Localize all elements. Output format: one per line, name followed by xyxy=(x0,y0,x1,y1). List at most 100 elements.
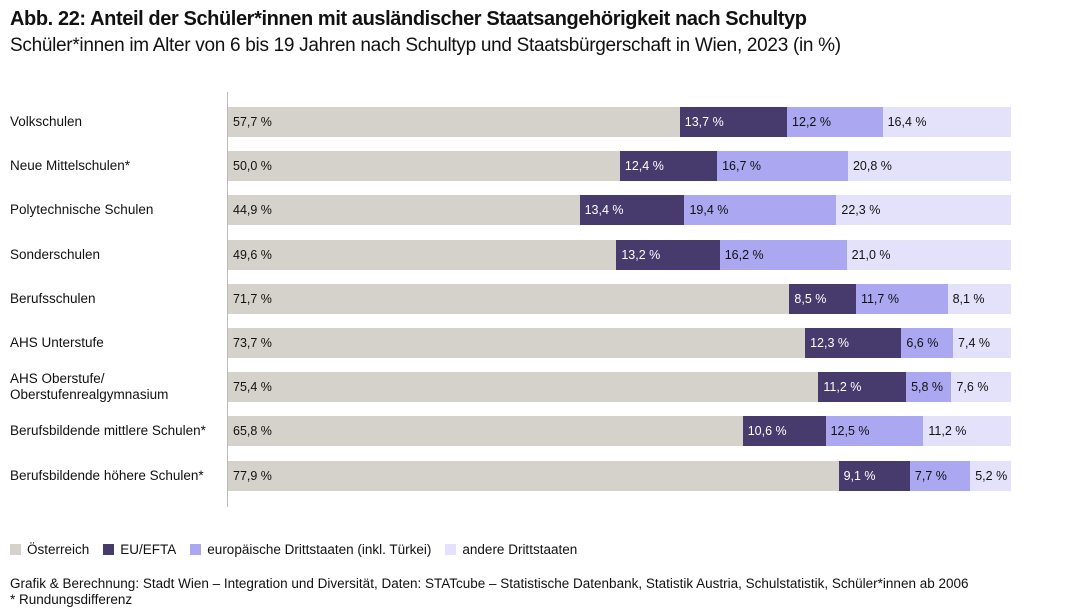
legend-item: andere Drittstaaten xyxy=(445,542,577,557)
bar-segment: 16,4 % xyxy=(882,107,1011,137)
bar-segment: 77,9 % xyxy=(228,460,839,491)
legend-swatch xyxy=(10,544,21,555)
data-label: 77,9 % xyxy=(233,468,272,483)
bar-segment: 11,7 % xyxy=(855,283,948,314)
data-label: 12,4 % xyxy=(624,159,664,174)
source-text: Grafik & Berechnung: Stadt Wien – Integr… xyxy=(10,576,969,591)
bar-segment: 13,2 % xyxy=(616,239,720,270)
bar-segment: 16,7 % xyxy=(717,151,848,182)
data-label: 11,7 % xyxy=(860,291,899,306)
data-label: 13,2 % xyxy=(621,247,661,262)
data-label: 57,7 % xyxy=(233,115,272,129)
bar-segment: 11,2 % xyxy=(818,372,907,403)
data-label: 16,2 % xyxy=(724,247,764,262)
legend-swatch xyxy=(445,544,457,555)
category-label: Sonderschulen xyxy=(10,246,101,262)
bar-segment: 12,5 % xyxy=(825,416,924,447)
bar-segment: 5,8 % xyxy=(906,372,952,403)
legend: Österreich EU/EFTA europäische Drittstaa… xyxy=(10,542,577,557)
bar-segment: 75,4 % xyxy=(228,372,819,403)
data-label: 22,3 % xyxy=(841,203,881,218)
bar-segment: 50,0 % xyxy=(228,151,620,182)
data-label: 6,6 % xyxy=(906,336,939,350)
data-label: 11,2 % xyxy=(823,380,862,395)
bar-segment: 12,4 % xyxy=(619,151,718,182)
data-label: 16,7 % xyxy=(722,159,761,174)
data-label: 7,7 % xyxy=(914,468,947,483)
bar-segment: 9,1 % xyxy=(838,460,910,491)
bar-segment: 21,0 % xyxy=(846,239,1011,270)
data-label: 20,8 % xyxy=(852,159,892,174)
bar-segment: 57,7 % xyxy=(228,107,680,137)
data-label: 50,0 % xyxy=(233,159,272,174)
bar-segment: 11,2 % xyxy=(923,416,1011,447)
bar-segment: 12,3 % xyxy=(805,328,902,358)
footnote: * Rundungsdifferenz xyxy=(10,592,133,607)
bar-segment: 12,2 % xyxy=(787,107,883,137)
legend-swatch xyxy=(103,544,115,555)
data-label: 7,4 % xyxy=(958,336,991,350)
data-label: 8,5 % xyxy=(794,291,827,306)
data-label: 5,8 % xyxy=(911,380,944,395)
data-label: 10,6 % xyxy=(747,424,787,439)
legend-item: europäische Drittstaaten (inkl. Türkei) xyxy=(190,542,431,557)
data-label: 9,1 % xyxy=(843,468,876,483)
bar-segment: 5,2 % xyxy=(970,460,1011,491)
data-label: 73,7 % xyxy=(233,336,272,350)
bar-segment: 8,5 % xyxy=(789,283,856,314)
bar-segment: 19,4 % xyxy=(684,195,837,226)
bar-segment: 44,9 % xyxy=(228,195,580,226)
source-note: Grafik & Berechnung: Stadt Wien – Integr… xyxy=(10,576,969,608)
chart-subtitle: Schüler*innen im Alter von 6 bis 19 Jahr… xyxy=(10,35,841,56)
data-label: 71,7 % xyxy=(233,291,272,306)
category-label: AHS Unterstufe xyxy=(10,335,104,350)
bar-segment: 13,4 % xyxy=(579,195,685,226)
data-label: 7,6 % xyxy=(956,380,989,395)
bar-segment: 6,6 % xyxy=(901,328,954,358)
data-label: 16,4 % xyxy=(887,115,927,129)
bar-segment: 10,6 % xyxy=(742,416,826,447)
legend-label: europäische Drittstaaten (inkl. Türkei) xyxy=(207,542,432,557)
legend-item: Österreich xyxy=(10,542,89,557)
category-label: Berufsbildende mittlere Schulen* xyxy=(10,423,206,439)
data-label: 44,9 % xyxy=(233,203,272,218)
chart-title: Abb. 22: Anteil der Schüler*innen mit au… xyxy=(10,8,807,30)
bar-segment: 73,7 % xyxy=(228,328,806,358)
data-label: 12,5 % xyxy=(830,424,870,439)
bar-segment: 65,8 % xyxy=(228,416,743,447)
category-label: Polytechnische Schulen xyxy=(10,202,154,218)
legend-swatch xyxy=(190,544,202,555)
y-axis-line xyxy=(227,92,228,507)
bar-segment: 8,1 % xyxy=(947,283,1011,314)
data-label: 11,2 % xyxy=(928,424,967,439)
bar-segment: 49,6 % xyxy=(228,239,617,270)
legend-label: Österreich xyxy=(27,542,90,557)
legend-label: EU/EFTA xyxy=(120,542,177,557)
bar-segment: 7,6 % xyxy=(951,372,1011,403)
category-label: Berufsbildende höhere Schulen* xyxy=(10,467,204,483)
bar-segment: 22,3 % xyxy=(836,195,1011,226)
category-label: Berufsschulen xyxy=(10,290,96,306)
bar-segment: 16,2 % xyxy=(719,239,847,270)
bar-segment: 71,7 % xyxy=(228,283,790,314)
data-label: 12,2 % xyxy=(792,115,831,129)
data-label: 19,4 % xyxy=(689,203,729,218)
data-label: 13,4 % xyxy=(584,203,624,218)
data-label: 5,2 % xyxy=(975,468,1008,483)
data-label: 12,3 % xyxy=(810,336,849,350)
category-label: Volkschulen xyxy=(10,114,83,129)
data-label: 8,1 % xyxy=(952,291,985,306)
data-label: 75,4 % xyxy=(233,380,272,395)
category-label: AHS Oberstufe/ Oberstufenrealgymnasium xyxy=(10,371,169,403)
legend-label: andere Drittstaaten xyxy=(462,542,578,557)
bar-segment: 20,8 % xyxy=(847,151,1011,182)
bar-segment: 13,7 % xyxy=(679,107,788,137)
category-label: Neue Mittelschulen* xyxy=(10,158,131,174)
data-label: 65,8 % xyxy=(233,424,272,439)
legend-item: EU/EFTA xyxy=(103,542,176,557)
data-label: 21,0 % xyxy=(851,247,891,262)
data-label: 49,6 % xyxy=(233,247,272,262)
data-label: 13,7 % xyxy=(684,115,724,129)
bar-segment: 7,7 % xyxy=(909,460,971,491)
